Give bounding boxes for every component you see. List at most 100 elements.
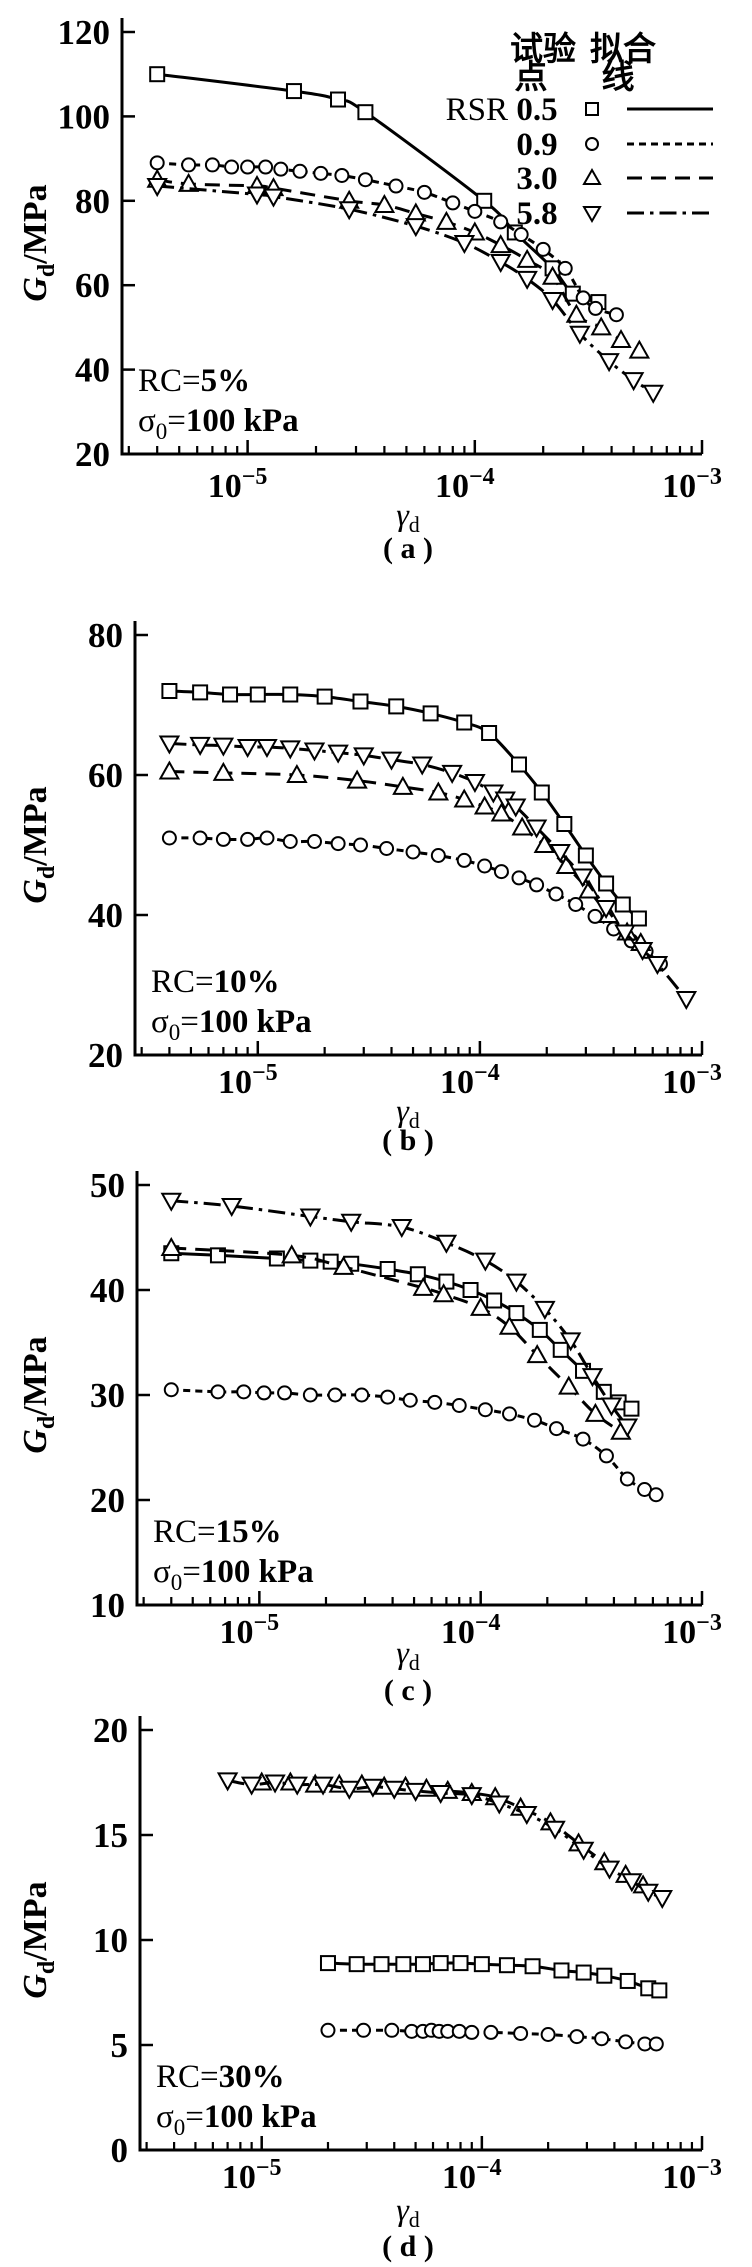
triangle-up-marker (212, 761, 235, 781)
triangle-down-marker (544, 1820, 566, 1840)
triangle-up-marker (432, 1283, 455, 1303)
triangle-down-marker (353, 747, 375, 767)
square-marker (476, 192, 493, 209)
square-marker (414, 1956, 431, 1973)
triangle-down-marker (189, 736, 211, 756)
circle-marker (224, 159, 240, 175)
square-marker (249, 686, 266, 703)
circle-marker (192, 830, 208, 846)
square-marker (192, 684, 209, 701)
triangle-down-marker (488, 1795, 510, 1815)
triangle-down-marker (489, 253, 512, 274)
triangle-up-marker (526, 1344, 548, 1364)
square-marker (598, 875, 615, 892)
circle-marker (161, 830, 177, 846)
x-tick-label: 10−4 (442, 2155, 502, 2196)
triangle-up-marker (412, 1276, 434, 1296)
triangle-up-marker (332, 1255, 355, 1275)
triangle-down-marker (262, 188, 285, 208)
triangle-up-marker (511, 816, 533, 836)
circle-marker (357, 172, 373, 188)
square-marker (432, 1955, 449, 1972)
y-tick-label: 20 (90, 1481, 125, 1520)
square-marker (282, 686, 299, 703)
circle-marker (588, 300, 604, 316)
x-axis-label: γd (396, 496, 420, 537)
series-d-rsr-0.9 (320, 2022, 664, 2052)
square-marker (623, 1400, 640, 1417)
square-marker (498, 1957, 515, 1974)
x-tick-label: 10−5 (220, 1610, 280, 1651)
y-tick-label: 30 (90, 1376, 125, 1415)
y-tick-label: 60 (88, 756, 123, 795)
triangle-down-marker (622, 372, 645, 392)
circle-marker (619, 1471, 635, 1487)
series-a-rsr-0.9 (149, 155, 624, 323)
triangle-up-marker (590, 316, 612, 336)
circle-marker (416, 184, 432, 200)
y-axis-label: Gd/MPa (17, 184, 60, 301)
x-tick-label: 10−3 (662, 1610, 722, 1651)
y-axis-label: Gd/MPa (17, 1881, 60, 1998)
circle-marker (648, 2036, 664, 2052)
triangle-down-marker (383, 1780, 405, 1800)
square-marker (630, 910, 647, 927)
triangle-down-marker (299, 1208, 322, 1228)
circle-marker (513, 2025, 529, 2041)
triangle-down-marker (338, 1780, 361, 1800)
triangle-down-marker (642, 384, 664, 404)
fit-line-solid (169, 689, 640, 920)
circle-marker (598, 1448, 614, 1464)
legend-header-fit: 拟合 (590, 31, 656, 68)
square-marker (553, 1962, 570, 1979)
circle-marker (282, 834, 298, 849)
square-marker (511, 756, 528, 773)
square-marker (577, 847, 594, 864)
circle-marker (608, 307, 624, 323)
legend-marker-triangle-down (582, 206, 602, 224)
sigma-annotation: σ0=100 kPa (156, 2099, 317, 2140)
y-tick-label: 40 (88, 896, 123, 935)
circle-marker (356, 2022, 372, 2038)
triangle-down-marker (505, 1273, 528, 1293)
circle-marker (587, 908, 603, 924)
square-marker (508, 1305, 525, 1322)
fit-line-dashdot (169, 742, 688, 1000)
triangle-up-marker (405, 202, 427, 222)
triangle-down-marker (616, 1418, 639, 1438)
square-marker (533, 784, 550, 801)
triangle-up-marker (516, 248, 538, 268)
triangle-down-marker (464, 774, 486, 794)
triangle-up-marker (158, 760, 181, 780)
circle-marker (354, 1387, 370, 1403)
series-d-rsr-5.8 (216, 1772, 673, 1910)
legend-value: 0.5 (516, 92, 557, 128)
triangle-down-marker (286, 1776, 308, 1796)
legend-marker-circle (585, 137, 599, 151)
triangle-down-marker (338, 201, 360, 221)
triangle-down-marker (405, 218, 427, 238)
triangle-down-marker (516, 270, 538, 290)
square-marker (614, 896, 631, 913)
square-marker (462, 1282, 479, 1298)
triangle-up-marker (610, 329, 632, 349)
circle-marker (427, 1394, 443, 1410)
square-marker (357, 104, 374, 121)
series-b-rsr-0.5 (161, 683, 647, 927)
y-tick-label: 80 (75, 182, 110, 221)
triangle-up-marker (565, 303, 588, 323)
triangle-down-marker (675, 991, 698, 1011)
fit-line-solid (327, 1961, 660, 1992)
triangle-up-marker (498, 1315, 521, 1335)
circle-marker (292, 163, 308, 179)
triangle-down-marker (651, 1890, 673, 1910)
triangle-down-marker (435, 1234, 458, 1254)
triangle-down-marker (598, 1860, 621, 1880)
legend-value: 0.9 (516, 127, 557, 163)
triangle-down-marker (312, 1776, 334, 1796)
square-marker (285, 83, 302, 100)
square-marker (456, 714, 473, 731)
circle-marker (526, 1412, 542, 1428)
triangle-down-marker (340, 1213, 362, 1233)
y-tick-label: 120 (58, 13, 111, 52)
